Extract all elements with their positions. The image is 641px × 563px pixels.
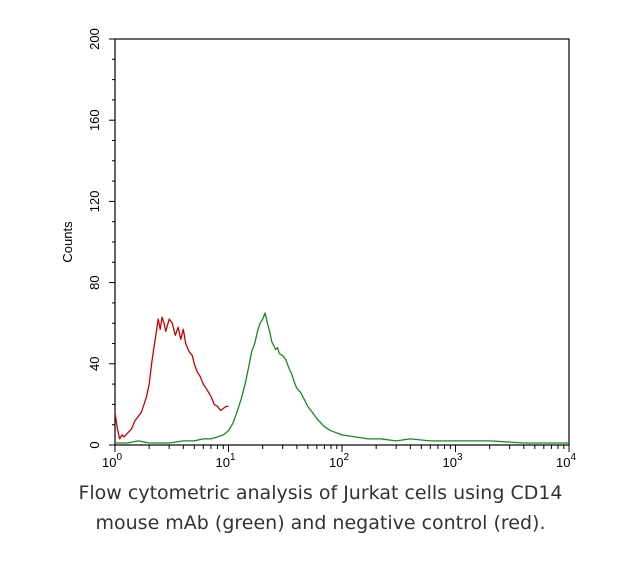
series-line-1 (114, 316, 229, 440)
y-tick-label: 200 (87, 28, 102, 50)
x-tick-label: 100 (102, 452, 122, 470)
figure-caption: Flow cytometric analysis of Jurkat cells… (0, 478, 641, 538)
plot-frame (114, 38, 570, 446)
x-tick-exponent: 4 (570, 452, 576, 463)
x-tick-label: 101 (215, 452, 235, 470)
x-tick-exponent: 3 (457, 452, 463, 463)
x-tick-exponent: 0 (116, 452, 122, 463)
series-line-2 (115, 312, 569, 444)
flow-cytometry-figure: 0 40 80 120 160 200 100 101 102 103 104 Counts (60, 28, 576, 470)
y-axis-label: Counts (60, 221, 75, 263)
x-tick-exponent: 1 (230, 452, 236, 463)
series-layer (114, 312, 569, 444)
y-axis-ticks: 0 40 80 120 160 200 (87, 28, 115, 449)
x-tick-label: 103 (442, 452, 462, 470)
y-tick-label: 40 (87, 357, 102, 371)
x-axis-ticks: 100 101 102 103 104 (102, 445, 576, 470)
x-tick-exponent: 2 (343, 452, 349, 463)
caption-line-2: mouse mAb (green) and negative control (… (95, 512, 546, 534)
y-tick-label: 0 (87, 441, 102, 448)
caption-line-1: Flow cytometric analysis of Jurkat cells… (78, 482, 563, 504)
x-tick-label: 104 (556, 452, 576, 470)
x-tick-label: 102 (329, 452, 349, 470)
y-tick-label: 80 (87, 275, 102, 289)
y-tick-label: 120 (87, 191, 102, 213)
y-tick-label: 160 (87, 109, 102, 131)
